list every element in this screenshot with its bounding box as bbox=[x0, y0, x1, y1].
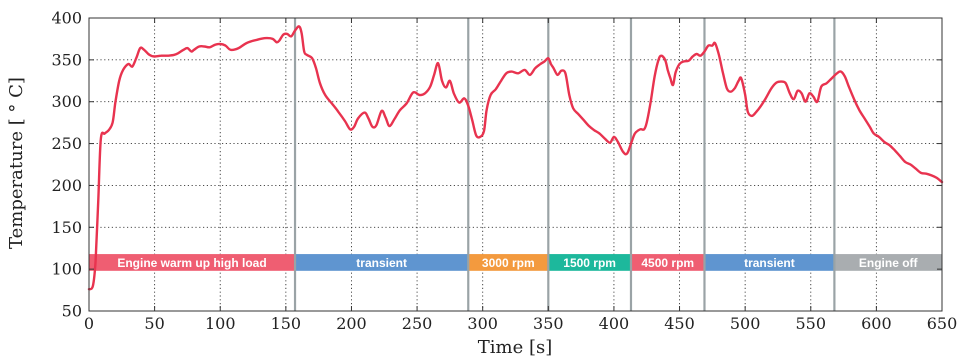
phase-label: Engine warm up high load bbox=[117, 256, 266, 270]
phase-label: transient bbox=[356, 256, 407, 270]
y-tick-label: 350 bbox=[51, 50, 82, 69]
phase-boundaries bbox=[293, 18, 836, 311]
y-tick-label: 100 bbox=[51, 260, 82, 279]
phase-segment bbox=[548, 254, 631, 271]
phase-segment bbox=[89, 254, 296, 271]
phase-label: 1500 rpm bbox=[563, 256, 616, 270]
y-tick-label: 400 bbox=[51, 9, 82, 28]
phase-label: 3000 rpm bbox=[482, 256, 535, 270]
x-tick-label: 300 bbox=[467, 314, 498, 333]
y-tick-label: 250 bbox=[51, 134, 82, 153]
phase-segment bbox=[295, 254, 469, 271]
phase-segment bbox=[834, 254, 942, 271]
x-tick-label: 100 bbox=[205, 314, 236, 333]
phase-label: Engine off bbox=[859, 256, 919, 270]
y-tick-label: 150 bbox=[51, 218, 82, 237]
x-tick-label: 550 bbox=[795, 314, 826, 333]
phase-label: 4500 rpm bbox=[641, 256, 694, 270]
x-tick-label: 50 bbox=[144, 314, 164, 333]
x-tick-label: 150 bbox=[271, 314, 302, 333]
y-tick-label: 50 bbox=[62, 302, 82, 321]
axes: 0 50 100 150 200 250 300 350 400 450 500 550 600 6505… bbox=[51, 9, 957, 334]
series-layer bbox=[87, 25, 944, 291]
y-tick-label: 200 bbox=[51, 176, 82, 195]
x-tick-label: 200 bbox=[336, 314, 367, 333]
phase-segment bbox=[704, 254, 835, 271]
y-axis-title: Temperature [ ° C] bbox=[6, 77, 27, 249]
x-tick-label: 450 bbox=[664, 314, 695, 333]
x-tick-label: 250 bbox=[402, 314, 433, 333]
x-tick-label: 500 bbox=[730, 314, 761, 333]
plot-frame bbox=[88, 17, 943, 312]
y-tick-label: 300 bbox=[51, 92, 82, 111]
x-axis-title: Time [s] bbox=[478, 337, 553, 358]
phase-band: Engine warm up high load transient 3000 rp… bbox=[89, 254, 942, 271]
phase-segment bbox=[468, 254, 549, 271]
phase-label: transient bbox=[744, 256, 795, 270]
phase-segment bbox=[630, 254, 705, 271]
x-tick-label: 350 bbox=[533, 314, 564, 333]
x-tick-label: 600 bbox=[861, 314, 892, 333]
x-tick-label: 650 bbox=[927, 314, 958, 333]
temperature-series-line bbox=[87, 25, 944, 291]
x-tick-label: 0 bbox=[84, 314, 94, 333]
x-tick-label: 400 bbox=[599, 314, 630, 333]
